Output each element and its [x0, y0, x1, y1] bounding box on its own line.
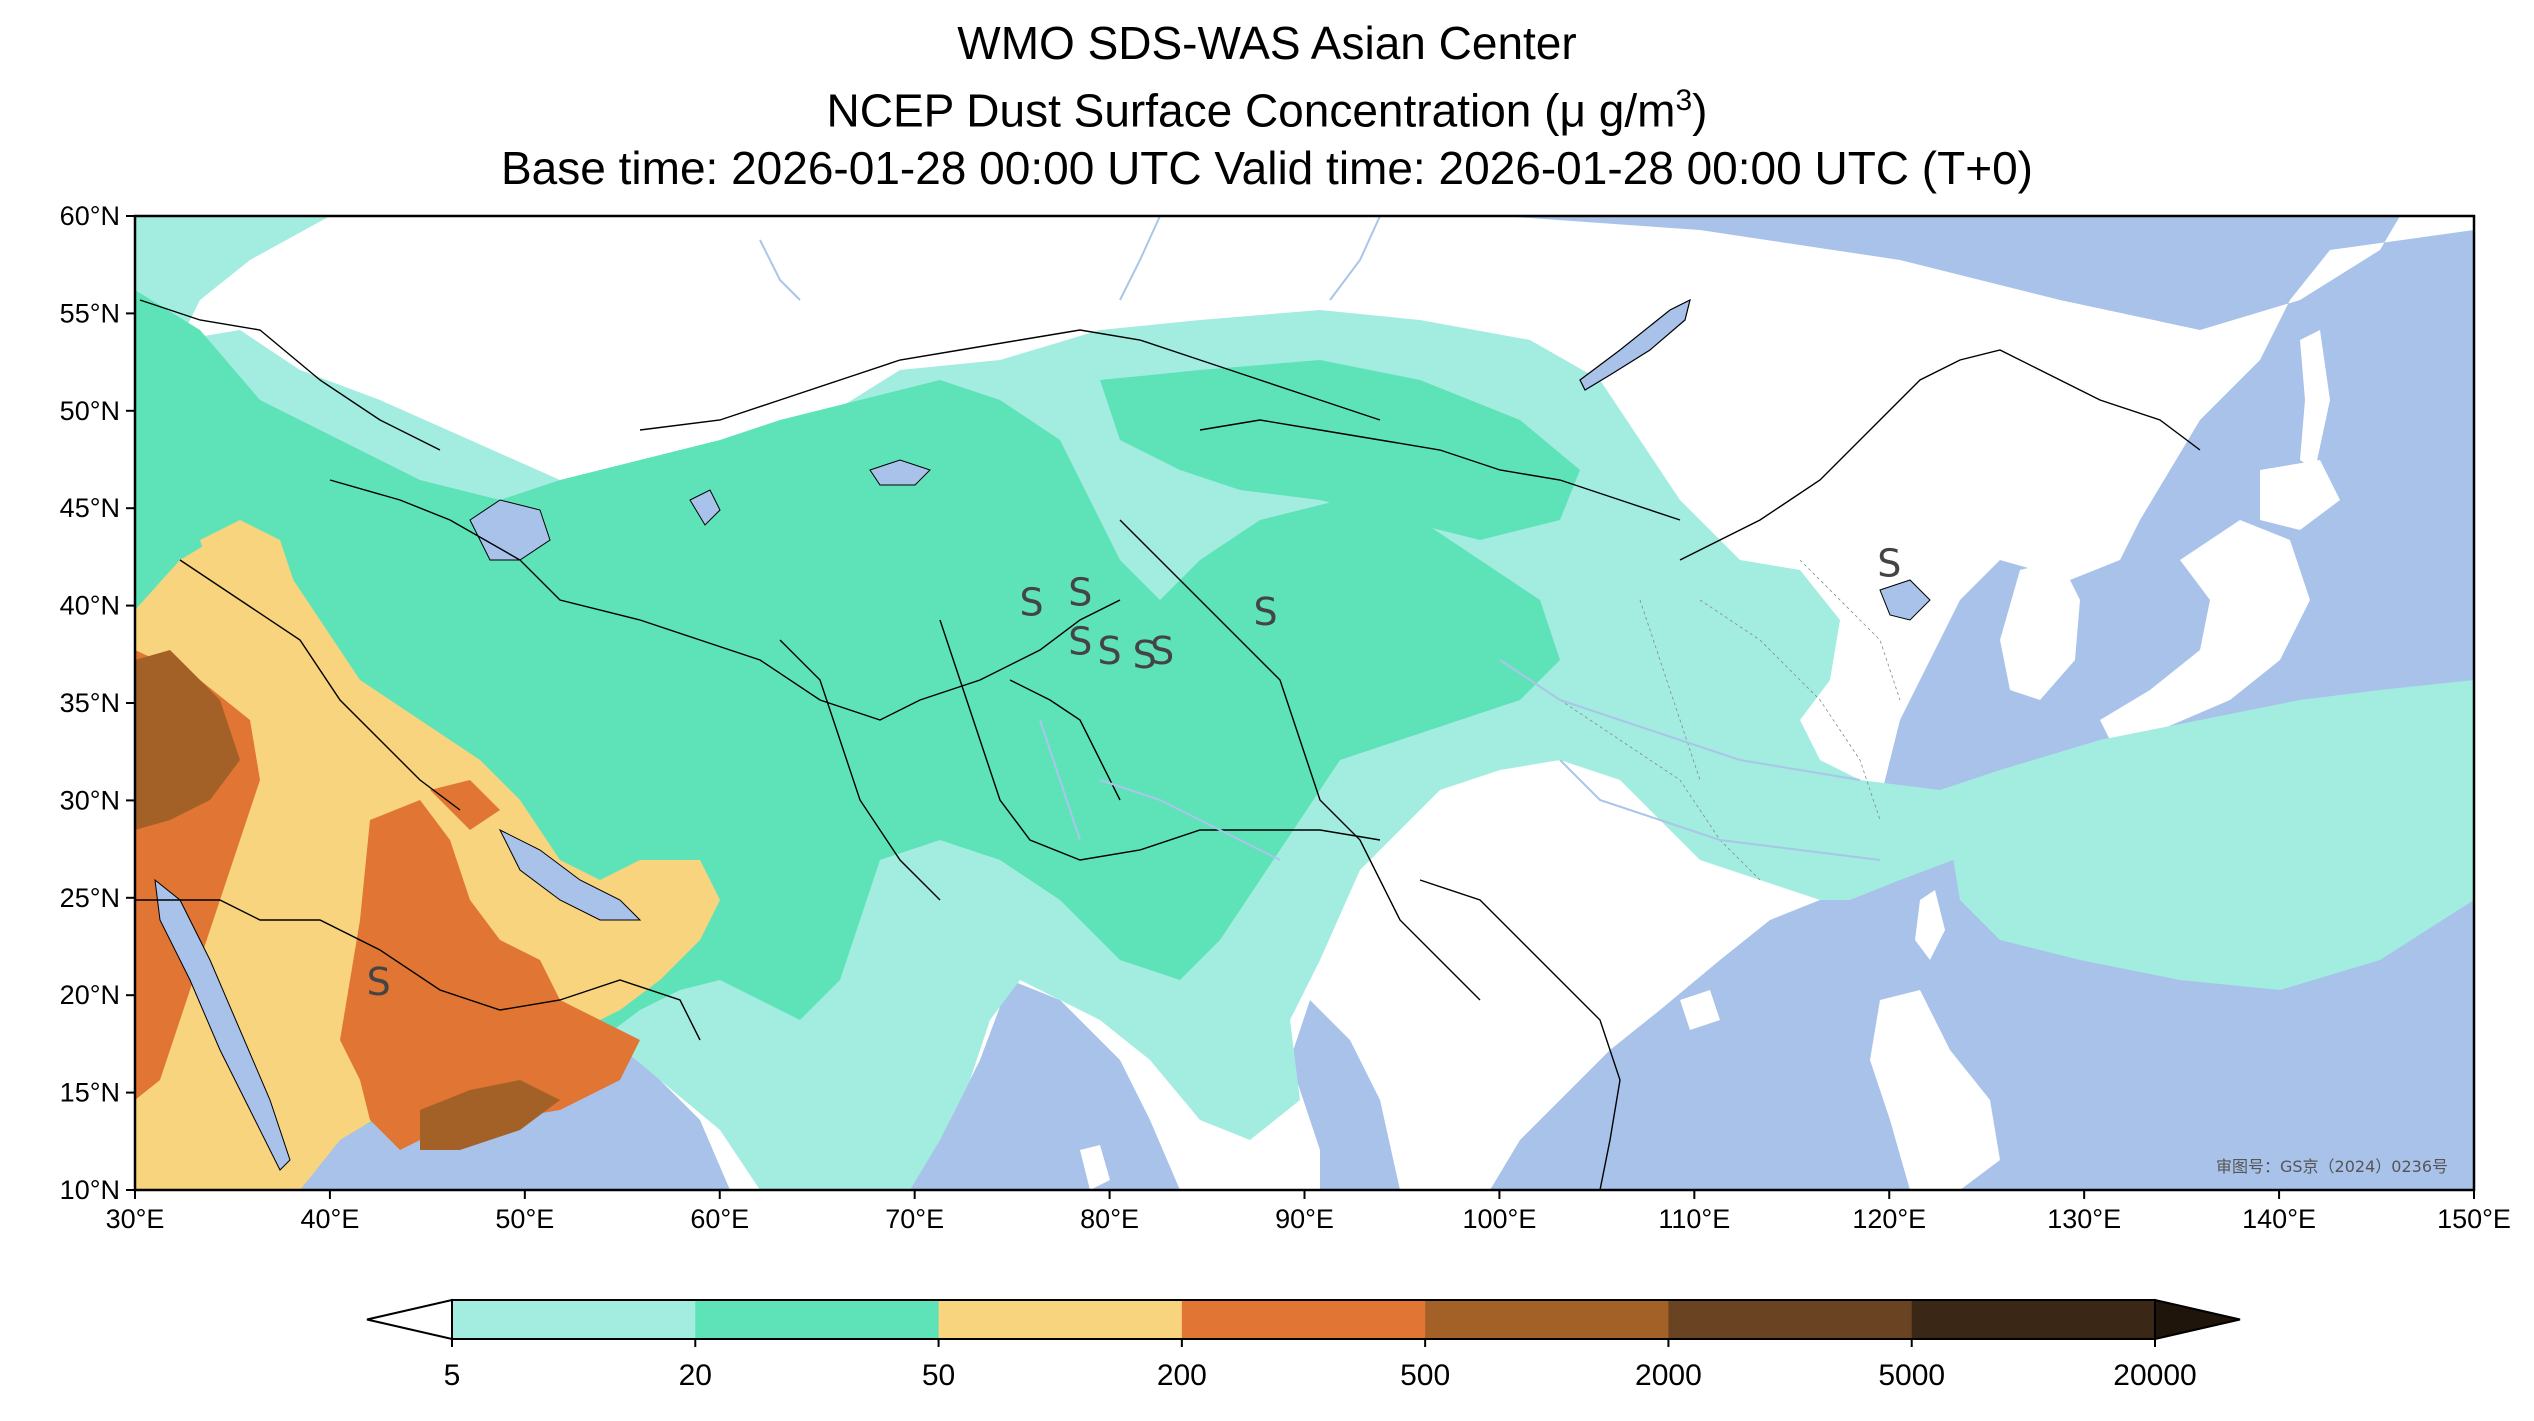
- land-sakhalin: [2300, 330, 2330, 470]
- map-title: WMO SDS-WAS Asian Center NCEP Dust Surfa…: [0, 14, 2534, 197]
- title-line-2-prefix: NCEP Dust Surface Concentration (: [826, 84, 1560, 137]
- land-philippines: [1870, 990, 2000, 1190]
- sea-bohai: [1879, 579, 1931, 621]
- dust-storm-marker: S: [1133, 633, 1157, 677]
- colorbar-frame: [451, 1299, 2156, 1340]
- title-line-2-unit: μ g/m: [1559, 84, 1676, 137]
- latitude-axis: 60°N 55°N 50°N 45°N 40°N 35°N 30°N 25°N 20°N 15°N…: [60, 201, 135, 1205]
- lon-tick-label: 120°E: [1852, 1204, 1926, 1234]
- colorbar-tick-label: 500: [1400, 1359, 1450, 1392]
- dust-contour-500-2000-yemen: [420, 1080, 560, 1150]
- colorbar-segment: [1425, 1300, 1669, 1339]
- dust-contour-mongolia: [1100, 360, 1580, 540]
- dust-storm-marker: S: [1068, 619, 1092, 663]
- lat-tick-label: 45°N: [60, 493, 120, 523]
- lon-tick-label: 80°E: [1080, 1204, 1139, 1234]
- land-taiwan: [1915, 890, 1945, 960]
- colorbar-tick-label: 50: [922, 1359, 955, 1392]
- land-hainan: [1680, 990, 1720, 1030]
- colorbar-segment: [695, 1300, 940, 1339]
- dust-contour-500-2000: [135, 650, 240, 830]
- lat-tick-label: 25°N: [60, 883, 120, 913]
- lake-baikal: [1579, 298, 1691, 391]
- colorbar-segment: [452, 1300, 696, 1339]
- dust-storm-marker: S: [1020, 580, 1044, 624]
- lake-caspian: [469, 499, 551, 561]
- lat-tick-label: 30°N: [60, 785, 120, 815]
- colorbar-segment: [1668, 1300, 1913, 1339]
- colorbar-tick-label: 5: [444, 1359, 461, 1392]
- lon-tick-label: 150°E: [2437, 1204, 2511, 1234]
- colorbar-segment: [938, 1300, 1183, 1339]
- lon-tick-label: 70°E: [885, 1204, 944, 1234]
- dust-storm-marker: S: [1253, 590, 1277, 634]
- colorbar-tick-label: 20000: [2113, 1359, 2196, 1392]
- lon-tick-label: 40°E: [300, 1204, 359, 1234]
- colorbar-tick-label: 20: [679, 1359, 712, 1392]
- land-sri-lanka: [1080, 1145, 1110, 1190]
- lon-tick-label: 60°E: [690, 1204, 749, 1234]
- lat-tick-label: 60°N: [60, 201, 120, 231]
- colorbar-tick-label: 5000: [1878, 1359, 1945, 1392]
- dust-contour-200-500-east: [430, 780, 500, 830]
- sea-red: [154, 878, 291, 1171]
- lake-balkhash: [869, 459, 931, 486]
- lat-tick-label: 55°N: [60, 298, 120, 328]
- dust-contour-200-500-arabia: [340, 800, 640, 1150]
- colorbar: 5 20 50 200 500 2000 5000 20000: [366, 1298, 2241, 1392]
- title-line-1: WMO SDS-WAS Asian Center: [957, 17, 1577, 69]
- lat-tick-label: 10°N: [60, 1175, 120, 1205]
- colorbar-under-arrow: [366, 1298, 453, 1341]
- title-line-2: NCEP Dust Surface Concentration (μ g/m3): [0, 72, 2534, 139]
- lon-tick-label: 110°E: [1658, 1204, 1730, 1234]
- longitude-axis: 30°E 40°E 50°E 60°E 70°E 80°E 90°E 100°E 110°E 12…: [106, 1190, 2511, 1234]
- title-line-2-suffix: ): [1692, 84, 1708, 137]
- lon-tick-label: 50°E: [495, 1204, 554, 1234]
- colorbar-tick-label: 200: [1157, 1359, 1207, 1392]
- dust-storm-marker: S: [1150, 629, 1174, 673]
- lon-tick-label: 130°E: [2047, 1204, 2121, 1234]
- lat-tick-label: 15°N: [60, 1078, 120, 1108]
- lat-tick-label: 35°N: [60, 688, 120, 718]
- colorbar-over-arrow: [2154, 1298, 2241, 1341]
- land-hokkaido: [2260, 460, 2340, 530]
- colorbar-segment: [1181, 1300, 1426, 1339]
- province-borders: [1559, 559, 1901, 881]
- lat-tick-label: 40°N: [60, 591, 120, 621]
- colorbar-tick-label: 2000: [1635, 1359, 1702, 1392]
- lon-tick-label: 140°E: [2242, 1204, 2316, 1234]
- dust-storm-marker: S: [1068, 571, 1092, 615]
- dust-storm-marker: S: [1098, 629, 1122, 673]
- map-approval-number: 审图号：GS京（2024）0236号: [2216, 1157, 2448, 1176]
- rivers: [759, 216, 1881, 861]
- land-japan: [2100, 520, 2310, 740]
- land-korea: [2000, 560, 2080, 700]
- lon-tick-label: 90°E: [1275, 1204, 1334, 1234]
- title-line-3: Base time: 2026-01-28 00:00 UTC Valid ti…: [501, 142, 2033, 195]
- lon-tick-label: 100°E: [1462, 1204, 1536, 1234]
- title-line-2-superscript: 3: [1675, 84, 1693, 117]
- country-borders: [135, 299, 2201, 1190]
- dust-contour-50-200-north: [200, 520, 300, 620]
- lon-tick-label: 30°E: [106, 1204, 165, 1234]
- lat-tick-label: 50°N: [60, 396, 120, 426]
- colorbar-segment: [1911, 1300, 2156, 1339]
- dust-storm-marker: S: [367, 960, 391, 1004]
- lat-tick-label: 20°N: [60, 980, 120, 1010]
- dust-contour-pacific: [1950, 720, 2474, 990]
- lake-aral: [689, 489, 721, 526]
- sea-persian-gulf: [498, 828, 642, 921]
- dust-storm-marker: S: [1877, 541, 1901, 585]
